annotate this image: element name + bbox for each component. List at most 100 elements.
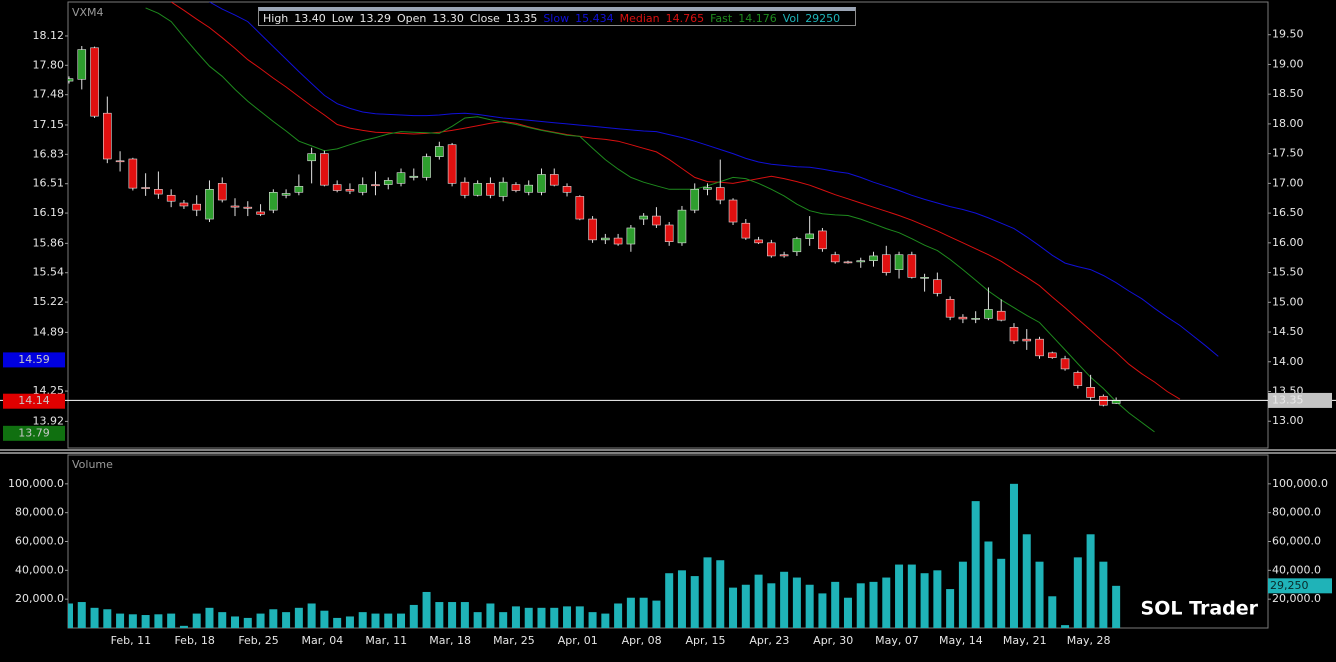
y-tick-label: 15.50 (1272, 266, 1304, 279)
candle-body (1035, 338, 1044, 357)
ma-line (145, 7, 1155, 433)
candle-body (524, 184, 534, 193)
candle-body (996, 310, 1006, 321)
volume-bar (307, 603, 316, 628)
volume-bar (397, 613, 406, 628)
x-tick-label: Mar, 11 (365, 634, 407, 647)
y-tick-label: 60,000.0 (1272, 535, 1321, 548)
volume-bar (486, 603, 495, 628)
volume-bar (294, 607, 303, 628)
y2-tick-label: 17.80 (33, 58, 65, 71)
volume-bar (716, 560, 725, 628)
volume-bar (971, 501, 980, 628)
legend-bar: High 13.40 Low 13.29 Open 13.30 Close 13.35 Slow… (258, 7, 856, 26)
volume-bar (843, 597, 852, 628)
candle-body (690, 189, 700, 211)
volume-bar (1048, 596, 1057, 628)
volume-bar (103, 609, 112, 628)
candle-body (549, 174, 559, 186)
x-tick-label: Apr, 30 (813, 634, 853, 647)
legend-value: 29250 (805, 11, 841, 25)
volume-bar (1022, 534, 1031, 628)
volume-bar (1086, 534, 1095, 628)
volume-bar (460, 602, 469, 628)
candle-body (562, 186, 572, 193)
y-tick-label: 100,000.0 (8, 477, 64, 490)
symbol: VXM4 (72, 6, 104, 19)
legend-label: Close (469, 11, 500, 25)
y2-tick-label: 16.83 (33, 147, 65, 160)
legend-value: 13.30 (432, 11, 464, 25)
candle-body (537, 174, 546, 193)
volume-bar (90, 607, 99, 628)
volume-bar (141, 615, 150, 628)
volume-bar (243, 617, 252, 628)
legend-label: Vol (782, 11, 800, 25)
y-tick-label: 60,000.0 (15, 535, 64, 548)
y-tick-label: 18.50 (1272, 87, 1304, 100)
volume-bar (218, 612, 227, 628)
candle-body (230, 205, 240, 208)
y-tick-label: 20,000.0 (1272, 592, 1321, 605)
y2-tick-label: 17.15 (33, 118, 65, 131)
marker-box (3, 425, 65, 441)
candle-body (409, 175, 419, 178)
candle-body (281, 193, 291, 196)
candle-body (894, 254, 904, 270)
volume-bar (537, 607, 546, 628)
y-tick-label: 40,000.0 (1272, 563, 1321, 576)
candle-body (588, 218, 597, 241)
legend-label: High (263, 11, 289, 25)
candle-body (192, 203, 201, 211)
candle-body (486, 183, 495, 196)
volume-bar (333, 617, 342, 628)
volume-bar (895, 564, 904, 628)
y2-tick-label: 16.51 (33, 177, 65, 190)
y-tick-label: 19.00 (1272, 57, 1304, 70)
legend-value: 13.29 (359, 11, 391, 25)
x-tick-label: Apr, 15 (685, 634, 725, 647)
volume-bar (1035, 561, 1044, 628)
volume-bar (1009, 483, 1018, 628)
volume-bar (68, 603, 73, 628)
volume-bar (256, 613, 265, 628)
x-tick-label: Feb, 25 (238, 634, 278, 647)
candle-body (205, 189, 214, 220)
candle-body (269, 191, 278, 211)
volume-bar (371, 613, 380, 628)
volume-bar (626, 597, 635, 628)
candle-body (933, 279, 942, 294)
candle-body (575, 196, 585, 220)
volume-bar (754, 574, 763, 628)
y-tick-label: 20,000.0 (15, 592, 64, 605)
candle-body (971, 318, 980, 320)
y-tick-label: 80,000.0 (15, 506, 64, 519)
candle-body (958, 316, 968, 320)
marker-box (3, 352, 65, 368)
volume-bar (1061, 625, 1070, 628)
legend-label: Median (619, 11, 660, 25)
volume-bar (958, 561, 967, 628)
volume-bar (984, 541, 993, 628)
y-tick-label: 100,000.0 (1272, 477, 1328, 490)
volume-bar (154, 614, 163, 628)
volume-bar (282, 612, 291, 628)
volume-bar (575, 606, 584, 628)
volume-bar (179, 625, 188, 628)
ma-line (209, 2, 1219, 357)
volume-bar (1099, 561, 1108, 628)
volume-bar (550, 607, 559, 628)
price-plot (68, 2, 1219, 433)
candle-body (613, 237, 623, 245)
marker-label: 13.79 (18, 426, 50, 439)
candle-body (422, 156, 431, 178)
volume-bar (907, 564, 916, 628)
candle-body (741, 222, 751, 239)
candle-body (371, 184, 380, 187)
volume-bar (652, 600, 661, 628)
candle-body (256, 211, 265, 215)
candle-body (703, 187, 712, 190)
candle-body (818, 230, 827, 250)
volume-bar (729, 587, 738, 628)
